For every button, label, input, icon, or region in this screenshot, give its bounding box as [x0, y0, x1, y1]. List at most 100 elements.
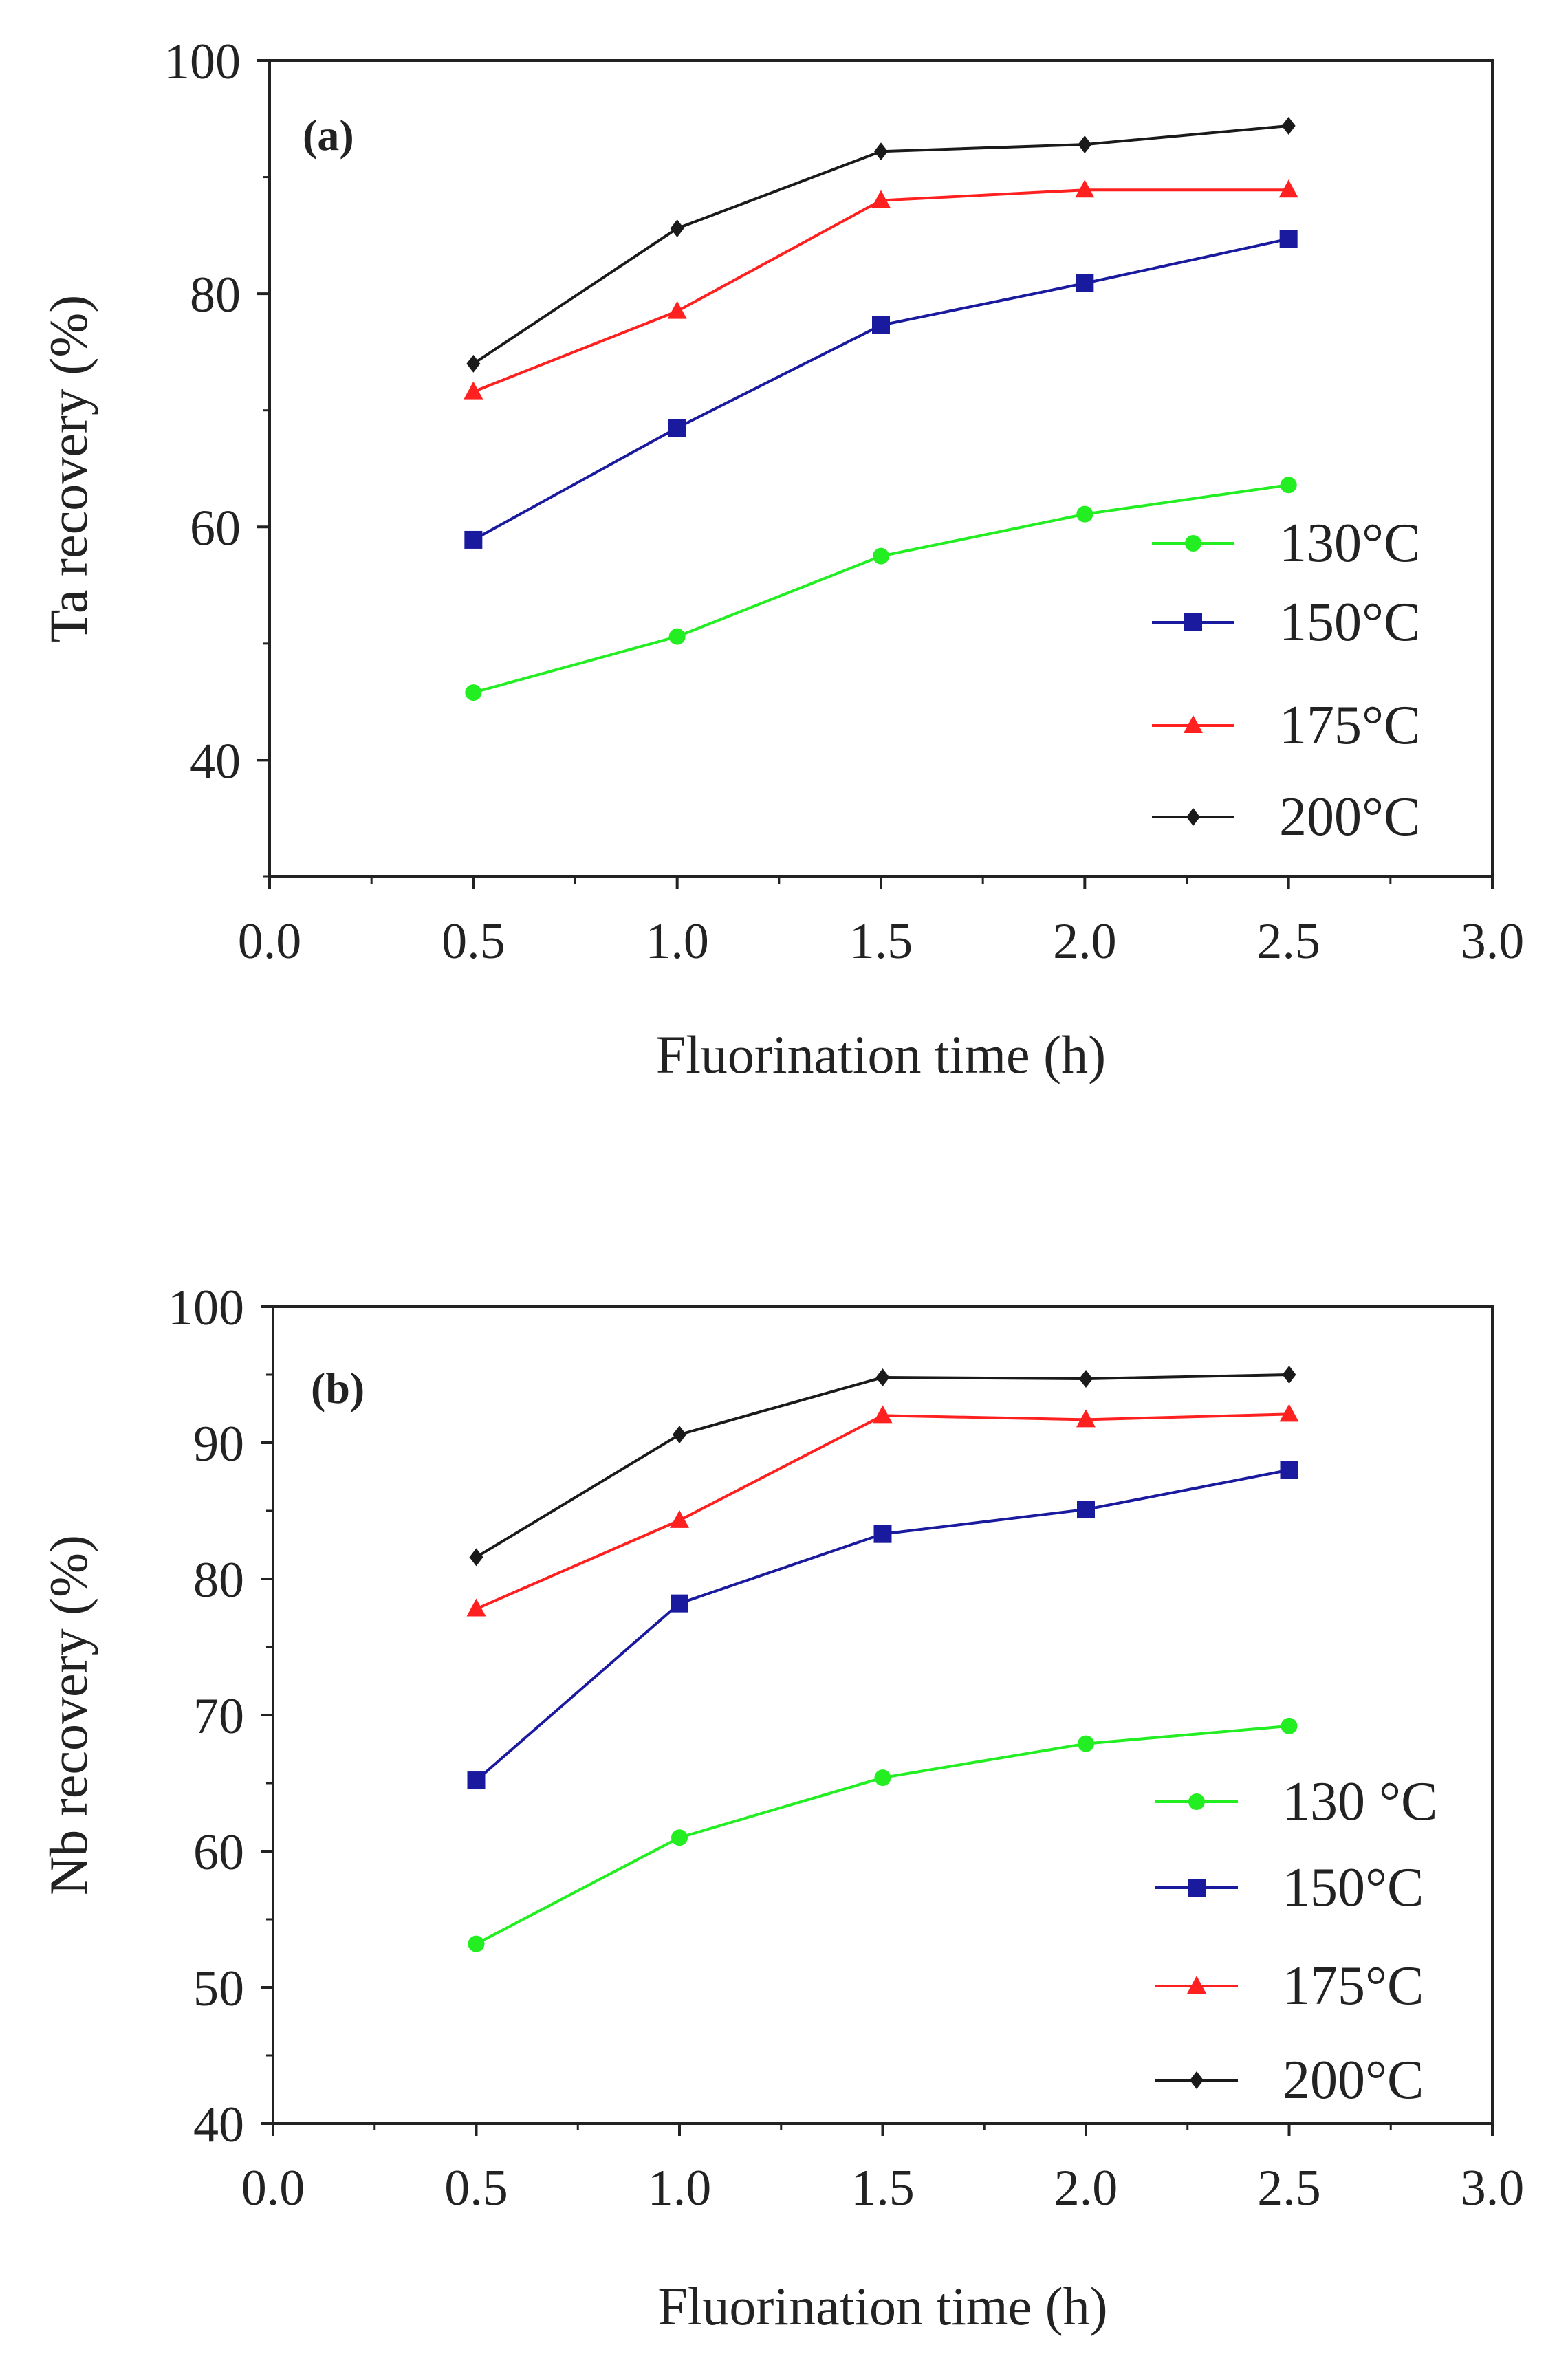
- panel-a-y-axis-label: Ta recovery (%): [39, 295, 98, 643]
- x-tick-label: 1.0: [648, 2160, 712, 2216]
- legend-label: 150°C: [1283, 1857, 1424, 1918]
- legend-marker: [1188, 1879, 1206, 1897]
- data-point: [468, 1935, 485, 1952]
- x-tick-label: 2.0: [1053, 913, 1117, 970]
- x-tick-label: 3.0: [1461, 913, 1525, 970]
- data-point: [1076, 1409, 1096, 1428]
- x-tick-label: 0.5: [442, 913, 505, 970]
- legend-item-130c: 130°C: [1152, 513, 1420, 574]
- data-point: [670, 219, 684, 238]
- data-point: [1076, 274, 1094, 292]
- series-150c: [464, 230, 1298, 549]
- x-tick-label: 3.0: [1461, 2160, 1525, 2216]
- panel-b-label: (b): [311, 1364, 364, 1412]
- panel-b-y-tick-labels: 40 50 60 70 80 90 100: [168, 1280, 244, 2153]
- data-point: [873, 1405, 893, 1424]
- data-point: [466, 354, 481, 373]
- legend-marker: [1185, 535, 1201, 552]
- legend-item-175c: 175°C: [1152, 695, 1420, 756]
- data-point: [871, 190, 891, 208]
- series-130c: [465, 477, 1297, 701]
- panel-a-x-tick-labels: 0.0 0.5 1.0 1.5 2.0 2.5 3.0: [238, 913, 1525, 970]
- legend-marker: [1184, 715, 1203, 733]
- data-point: [465, 684, 482, 701]
- legend-item-150c: 150°C: [1152, 592, 1420, 653]
- legend-marker: [1186, 808, 1200, 826]
- data-point: [1279, 230, 1298, 248]
- y-tick-label: 40: [193, 2097, 244, 2153]
- data-point: [464, 381, 483, 400]
- panel-b-x-axis-label: Fluorination time (h): [657, 2276, 1107, 2336]
- panel-b-y-axis-label: Nb recovery (%): [39, 1535, 98, 1895]
- legend-item-175c: 175°C: [1155, 1956, 1424, 2016]
- data-point: [1079, 1369, 1093, 1388]
- data-point: [671, 1594, 688, 1613]
- data-point: [668, 628, 686, 645]
- panel-b-x-tick-labels: 0.0 0.5 1.0 1.5 2.0 2.5 3.0: [241, 2160, 1525, 2216]
- x-tick-label: 0.5: [444, 2160, 508, 2216]
- legend-label: 200°C: [1283, 2050, 1424, 2110]
- panel-b-series: [466, 1366, 1299, 1952]
- y-tick-label: 40: [190, 733, 241, 789]
- legend-marker: [1184, 613, 1202, 631]
- data-point: [1078, 135, 1092, 154]
- data-point: [875, 1368, 890, 1386]
- data-point: [467, 1771, 486, 1790]
- x-tick-label: 2.5: [1257, 2160, 1321, 2216]
- data-point: [1076, 505, 1093, 523]
- x-tick-label: 2.0: [1054, 2160, 1118, 2216]
- panel-b-legend: 130 °C 150°C 175°C 200°C: [1155, 1771, 1437, 2110]
- legend-item-150c: 150°C: [1155, 1857, 1424, 1918]
- y-tick-label: 80: [193, 1552, 244, 1608]
- data-point: [1279, 1404, 1299, 1422]
- data-point: [469, 1548, 483, 1567]
- y-tick-label: 60: [193, 1824, 244, 1881]
- y-tick-label: 90: [193, 1416, 244, 1472]
- panel-a-plot-frame: [268, 59, 1494, 878]
- series-200c: [469, 1366, 1296, 1567]
- x-tick-label: 2.5: [1256, 913, 1320, 970]
- x-tick-label: 1.5: [849, 913, 913, 970]
- series-175c: [466, 1404, 1299, 1617]
- y-tick-label: 50: [193, 1961, 244, 2017]
- legend-label: 130°C: [1279, 513, 1420, 574]
- data-point: [1278, 179, 1298, 198]
- data-point: [667, 301, 687, 319]
- legend-label: 175°C: [1283, 1956, 1424, 2016]
- legend-label: 175°C: [1279, 695, 1420, 756]
- y-tick-label: 100: [168, 1280, 244, 1336]
- data-point: [671, 1829, 688, 1846]
- data-point: [873, 547, 889, 565]
- panel-a-label: (a): [303, 111, 354, 160]
- legend-marker: [1188, 1793, 1205, 1810]
- x-tick-label: 1.5: [851, 2160, 915, 2216]
- legend-marker: [1187, 1976, 1206, 1994]
- series-200c: [466, 116, 1296, 373]
- x-tick-label: 1.0: [645, 913, 709, 970]
- legend-label: 150°C: [1279, 592, 1420, 653]
- data-point: [874, 142, 888, 161]
- panel-b-plot-frame: [272, 1305, 1494, 2125]
- data-point: [1280, 477, 1297, 494]
- legend-marker: [1190, 2071, 1204, 2089]
- data-point: [464, 530, 483, 549]
- data-point: [670, 1509, 689, 1528]
- legend-label: 130 °C: [1283, 1771, 1437, 1832]
- data-point: [1282, 1366, 1296, 1384]
- legend-item-130c: 130 °C: [1155, 1771, 1437, 1832]
- data-point: [873, 1525, 892, 1543]
- data-point: [1281, 1717, 1298, 1734]
- data-point: [466, 1598, 486, 1617]
- data-point: [872, 316, 890, 334]
- panel-a-legend: 130°C 150°C 175°C 200°C: [1152, 513, 1420, 847]
- data-point: [1078, 1735, 1094, 1752]
- data-point: [1077, 1501, 1095, 1519]
- data-point: [1075, 179, 1095, 198]
- y-tick-label: 80: [190, 267, 241, 323]
- panel-b: 0.0 0.5 1.0 1.5 2.0 2.5 3.0 40 50 60 70 80 90 100 (b…: [39, 1280, 1524, 2336]
- legend-item-200c: 200°C: [1155, 2050, 1424, 2110]
- x-tick-label: 0.0: [241, 2160, 305, 2216]
- data-point: [668, 419, 686, 437]
- series-150c: [467, 1461, 1298, 1790]
- data-point: [874, 1769, 891, 1787]
